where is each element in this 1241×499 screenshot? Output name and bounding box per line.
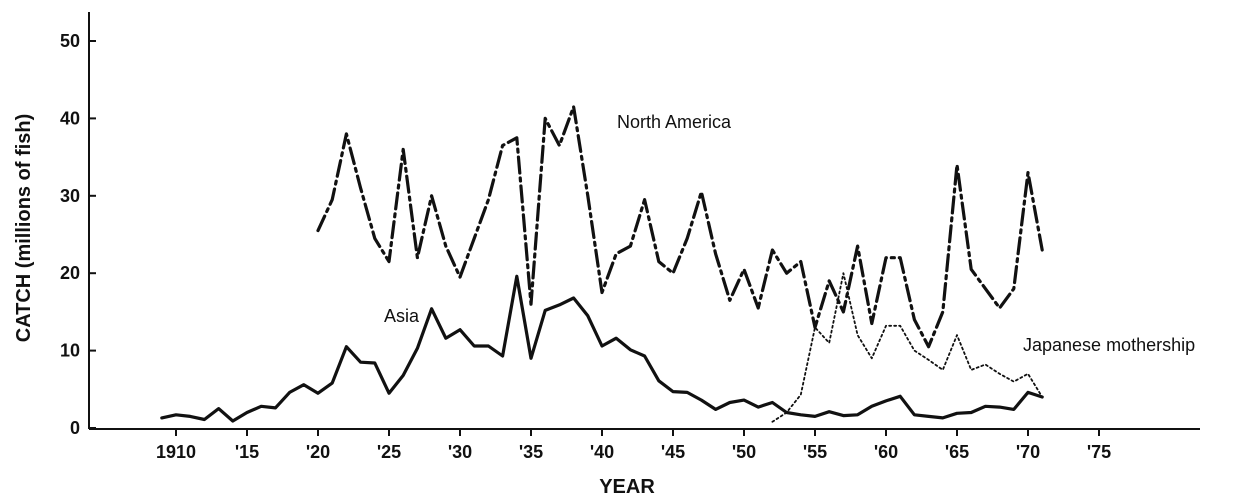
series-group [160,105,1044,423]
x-tick-label: '60 [874,442,898,462]
y-ticks: 0 10 20 30 40 50 [60,31,96,438]
x-tick-label: '40 [590,442,614,462]
x-tick-label: '25 [377,442,401,462]
annotation-japanese-mothership: Japanese mothership [1023,335,1195,355]
y-tick-label: 40 [60,108,80,128]
series-line-japanese-mothership [771,272,1044,423]
y-tick-label: 50 [60,31,80,51]
axes [88,12,1200,430]
x-tick-label: '45 [661,442,685,462]
y-tick-label: 30 [60,186,80,206]
x-tick-label: '35 [519,442,543,462]
series-line-asia [160,274,1044,423]
x-ticks: 1910 '15 '20 '25 '30 '35 '40 '45 '50 '55 '60 '65 '70… [156,429,1111,462]
annotation-asia: Asia [384,306,420,326]
annotation-north-america: North America [617,112,732,132]
x-tick-label: '70 [1016,442,1040,462]
y-tick-label: 20 [60,263,80,283]
x-tick-label: '55 [803,442,827,462]
x-tick-label: '20 [306,442,330,462]
x-tick-label: '15 [235,442,259,462]
x-tick-label: 1910 [156,442,196,462]
series-line-north-america [316,105,1044,349]
y-tick-label: 0 [70,418,80,438]
y-tick-label: 10 [60,341,80,361]
x-tick-label: '30 [448,442,472,462]
x-tick-label: '50 [732,442,756,462]
x-tick-label: '65 [945,442,969,462]
y-axis-title: CATCH (millions of fish) [13,114,35,343]
x-axis-title: YEAR [599,476,655,498]
x-tick-label: '75 [1087,442,1111,462]
